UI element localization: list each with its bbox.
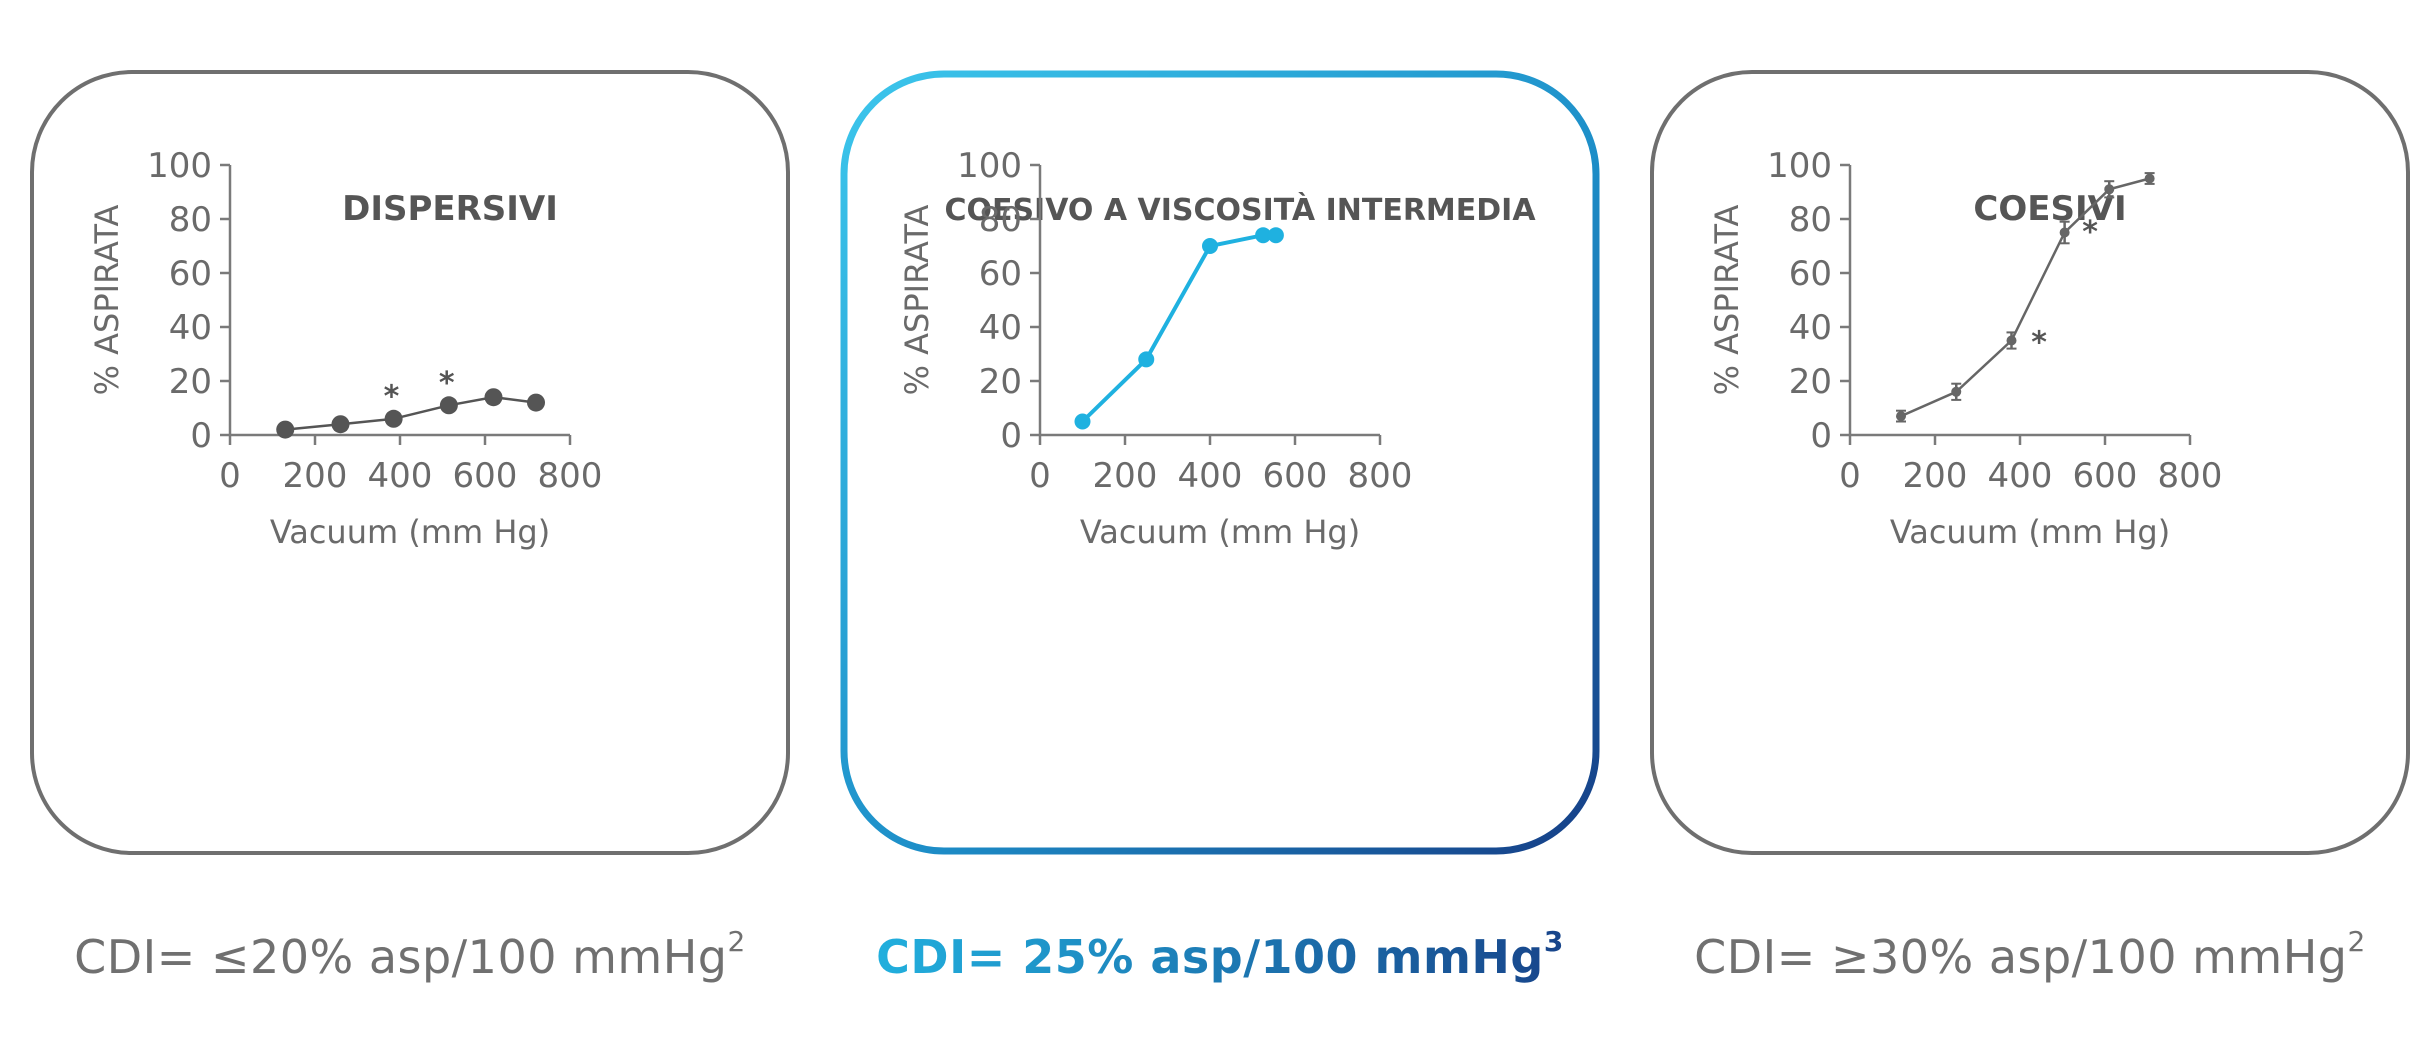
- y-tick-label: 80: [169, 200, 212, 240]
- significance-marker: *: [2082, 215, 2098, 250]
- y-axis-label: % ASPIRATA: [88, 204, 126, 395]
- data-point: [1255, 227, 1272, 244]
- x-tick-label: 400: [368, 456, 433, 496]
- data-point: [1202, 238, 1218, 254]
- y-tick-label: 60: [1789, 254, 1832, 294]
- x-axis-label: Vacuum (mm Hg): [1890, 513, 2170, 551]
- data-point: [527, 393, 545, 412]
- data-point: [1138, 351, 1155, 368]
- data-point: [1074, 413, 1091, 430]
- chart-dispersivi: DISPERSIVI 0 20 40 60 80 100 0 200 400 600 800 Vacu…: [30, 70, 790, 855]
- data-point: [484, 388, 503, 407]
- x-tick-label: 800: [538, 456, 603, 496]
- y-tick-label: 60: [979, 254, 1022, 294]
- x-tick-label: 800: [2158, 456, 2223, 496]
- data-point: [276, 420, 295, 439]
- data-point: [331, 415, 350, 434]
- panel-frame-highlighted: [840, 70, 1600, 855]
- significance-marker: *: [439, 366, 455, 401]
- data-point: [2104, 184, 2115, 195]
- x-tick-label: 0: [1029, 456, 1051, 496]
- y-tick-label: 80: [1789, 200, 1832, 240]
- data-point: [2006, 335, 2017, 346]
- significance-marker: *: [2031, 326, 2047, 361]
- data-point: [2059, 227, 2070, 238]
- y-axis-label: % ASPIRATA: [1708, 204, 1746, 395]
- chart-panel-coesivo-intermedia: COESIVO A VISCOSITÀ INTERMEDIA 0 20 40 60 80…: [840, 70, 1600, 855]
- x-axis-label: Vacuum (mm Hg): [270, 513, 550, 551]
- x-tick-label: 600: [1263, 456, 1328, 496]
- data-point: [1267, 227, 1284, 244]
- panel-frame: [30, 70, 790, 855]
- y-tick-label: 0: [1000, 416, 1022, 456]
- y-tick-label: 80: [979, 200, 1022, 240]
- y-tick-label: 20: [979, 362, 1022, 402]
- chart-title: COESIVO A VISCOSITÀ INTERMEDIA: [944, 192, 1536, 228]
- y-tick-label: 40: [1789, 308, 1832, 348]
- data-point: [439, 396, 458, 415]
- chart-title: DISPERSIVI: [342, 189, 558, 229]
- x-tick-label: 800: [1348, 456, 1413, 496]
- y-tick-label: 20: [169, 362, 212, 402]
- footnote-ref: 3: [1543, 925, 1564, 958]
- data-point: [2144, 173, 2155, 184]
- y-tick-label: 100: [1767, 146, 1832, 186]
- footnote-ref: 2: [727, 925, 746, 958]
- y-tick-label: 100: [147, 146, 212, 186]
- x-tick-label: 600: [2073, 456, 2138, 496]
- x-axis-label: Vacuum (mm Hg): [1080, 513, 1360, 551]
- chart-panel-coesivi: COESIVI 0 20 40 60 80 100 0 200 400 600 800 Vacuum …: [1650, 70, 2410, 855]
- chart-coesivo-intermedia: COESIVO A VISCOSITÀ INTERMEDIA 0 20 40 60 80…: [840, 70, 1600, 855]
- cdi-caption-coesivi: CDI= ≥30% asp/100 mmHg2: [1650, 925, 2410, 984]
- x-tick-label: 200: [1903, 456, 1968, 496]
- data-point: [1896, 411, 1906, 422]
- footnote-ref: 2: [2347, 925, 2366, 958]
- y-tick-label: 100: [957, 146, 1022, 186]
- caption-text: CDI= ≤20% asp/100 mmHg: [74, 930, 728, 984]
- y-tick-label: 60: [169, 254, 212, 294]
- y-tick-label: 0: [190, 416, 212, 456]
- x-tick-label: 200: [1093, 456, 1158, 496]
- significance-marker: *: [384, 380, 400, 415]
- x-tick-label: 200: [283, 456, 348, 496]
- y-axis-label: % ASPIRATA: [898, 204, 936, 395]
- chart-panel-dispersivi: DISPERSIVI 0 20 40 60 80 100 0 200 400 600 800 Vacu…: [30, 70, 790, 855]
- y-tick-label: 40: [979, 308, 1022, 348]
- caption-text: CDI= ≥30% asp/100 mmHg: [1694, 930, 2348, 984]
- data-point: [384, 409, 403, 428]
- y-tick-label: 20: [1789, 362, 1832, 402]
- y-tick-label: 40: [169, 308, 212, 348]
- caption-text: CDI= 25% asp/100 mmHg: [876, 930, 1544, 984]
- cdi-caption-dispersivi: CDI= ≤20% asp/100 mmHg2: [30, 925, 790, 984]
- x-tick-label: 0: [219, 456, 241, 496]
- x-tick-label: 0: [1839, 456, 1861, 496]
- x-tick-label: 400: [1988, 456, 2053, 496]
- y-tick-label: 0: [1810, 416, 1832, 456]
- cdi-caption-coesivo-intermedia: CDI= 25% asp/100 mmHg3: [840, 925, 1600, 984]
- data-point: [1951, 386, 1962, 397]
- series-line: [1900, 177, 2150, 418]
- panel-frame: [1650, 70, 2410, 855]
- x-tick-label: 600: [453, 456, 518, 496]
- x-tick-label: 400: [1178, 456, 1243, 496]
- series-line: [1081, 233, 1276, 423]
